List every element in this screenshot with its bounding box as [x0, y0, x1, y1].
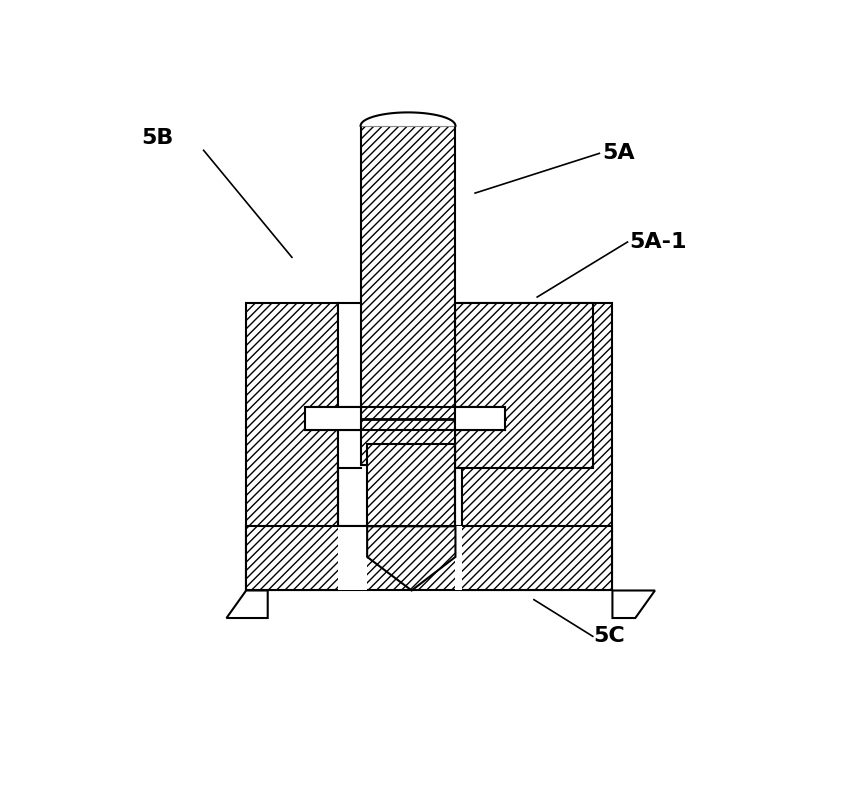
Polygon shape [456, 526, 462, 591]
Polygon shape [226, 591, 268, 618]
Text: 5A-1: 5A-1 [629, 232, 686, 252]
Polygon shape [338, 526, 367, 591]
Bar [456, 303, 592, 468]
Text: 5B: 5B [142, 128, 174, 148]
Bar [338, 303, 360, 468]
Bar [305, 407, 360, 430]
Bar [246, 303, 338, 591]
Polygon shape [360, 113, 456, 126]
Text: 5C: 5C [592, 626, 625, 646]
Polygon shape [367, 526, 456, 591]
Bar [360, 126, 456, 465]
Bar [367, 444, 456, 526]
Bar [456, 407, 505, 430]
Polygon shape [613, 591, 655, 618]
Bar [462, 303, 613, 591]
Bar [246, 526, 613, 591]
Text: 5A: 5A [603, 144, 636, 164]
